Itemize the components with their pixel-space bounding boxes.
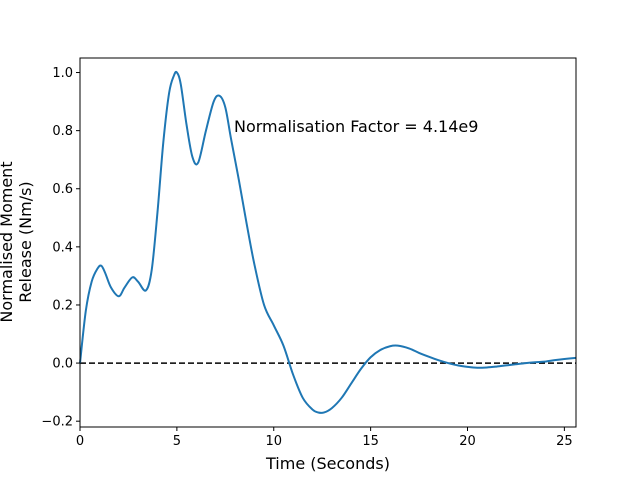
x-tick-label: 20 — [459, 434, 476, 449]
x-tick-label: 10 — [265, 434, 282, 449]
y-tick-label: 1.0 — [52, 66, 73, 81]
annotation-text: Normalisation Factor = 4.14e9 — [234, 117, 478, 136]
x-tick-label: 25 — [556, 434, 573, 449]
y-axis-label-line1: Normalised Moment — [0, 161, 16, 322]
y-tick-label: −0.2 — [41, 415, 73, 430]
y-tick-label: 0.2 — [52, 298, 73, 313]
x-axis-label: Time (Seconds) — [265, 454, 390, 473]
y-tick-label: 0.0 — [52, 357, 73, 372]
y-axis-label-line2: Release (Nm/s) — [16, 181, 35, 302]
y-tick-label: 0.8 — [52, 124, 73, 139]
x-tick-label: 5 — [173, 434, 181, 449]
x-tick-label: 15 — [362, 434, 379, 449]
y-tick-label: 0.4 — [52, 240, 73, 255]
series-line-0 — [79, 70, 577, 414]
plot-frame — [79, 57, 577, 428]
x-tick-label: 0 — [76, 434, 84, 449]
y-tick-label: 0.6 — [52, 182, 73, 197]
